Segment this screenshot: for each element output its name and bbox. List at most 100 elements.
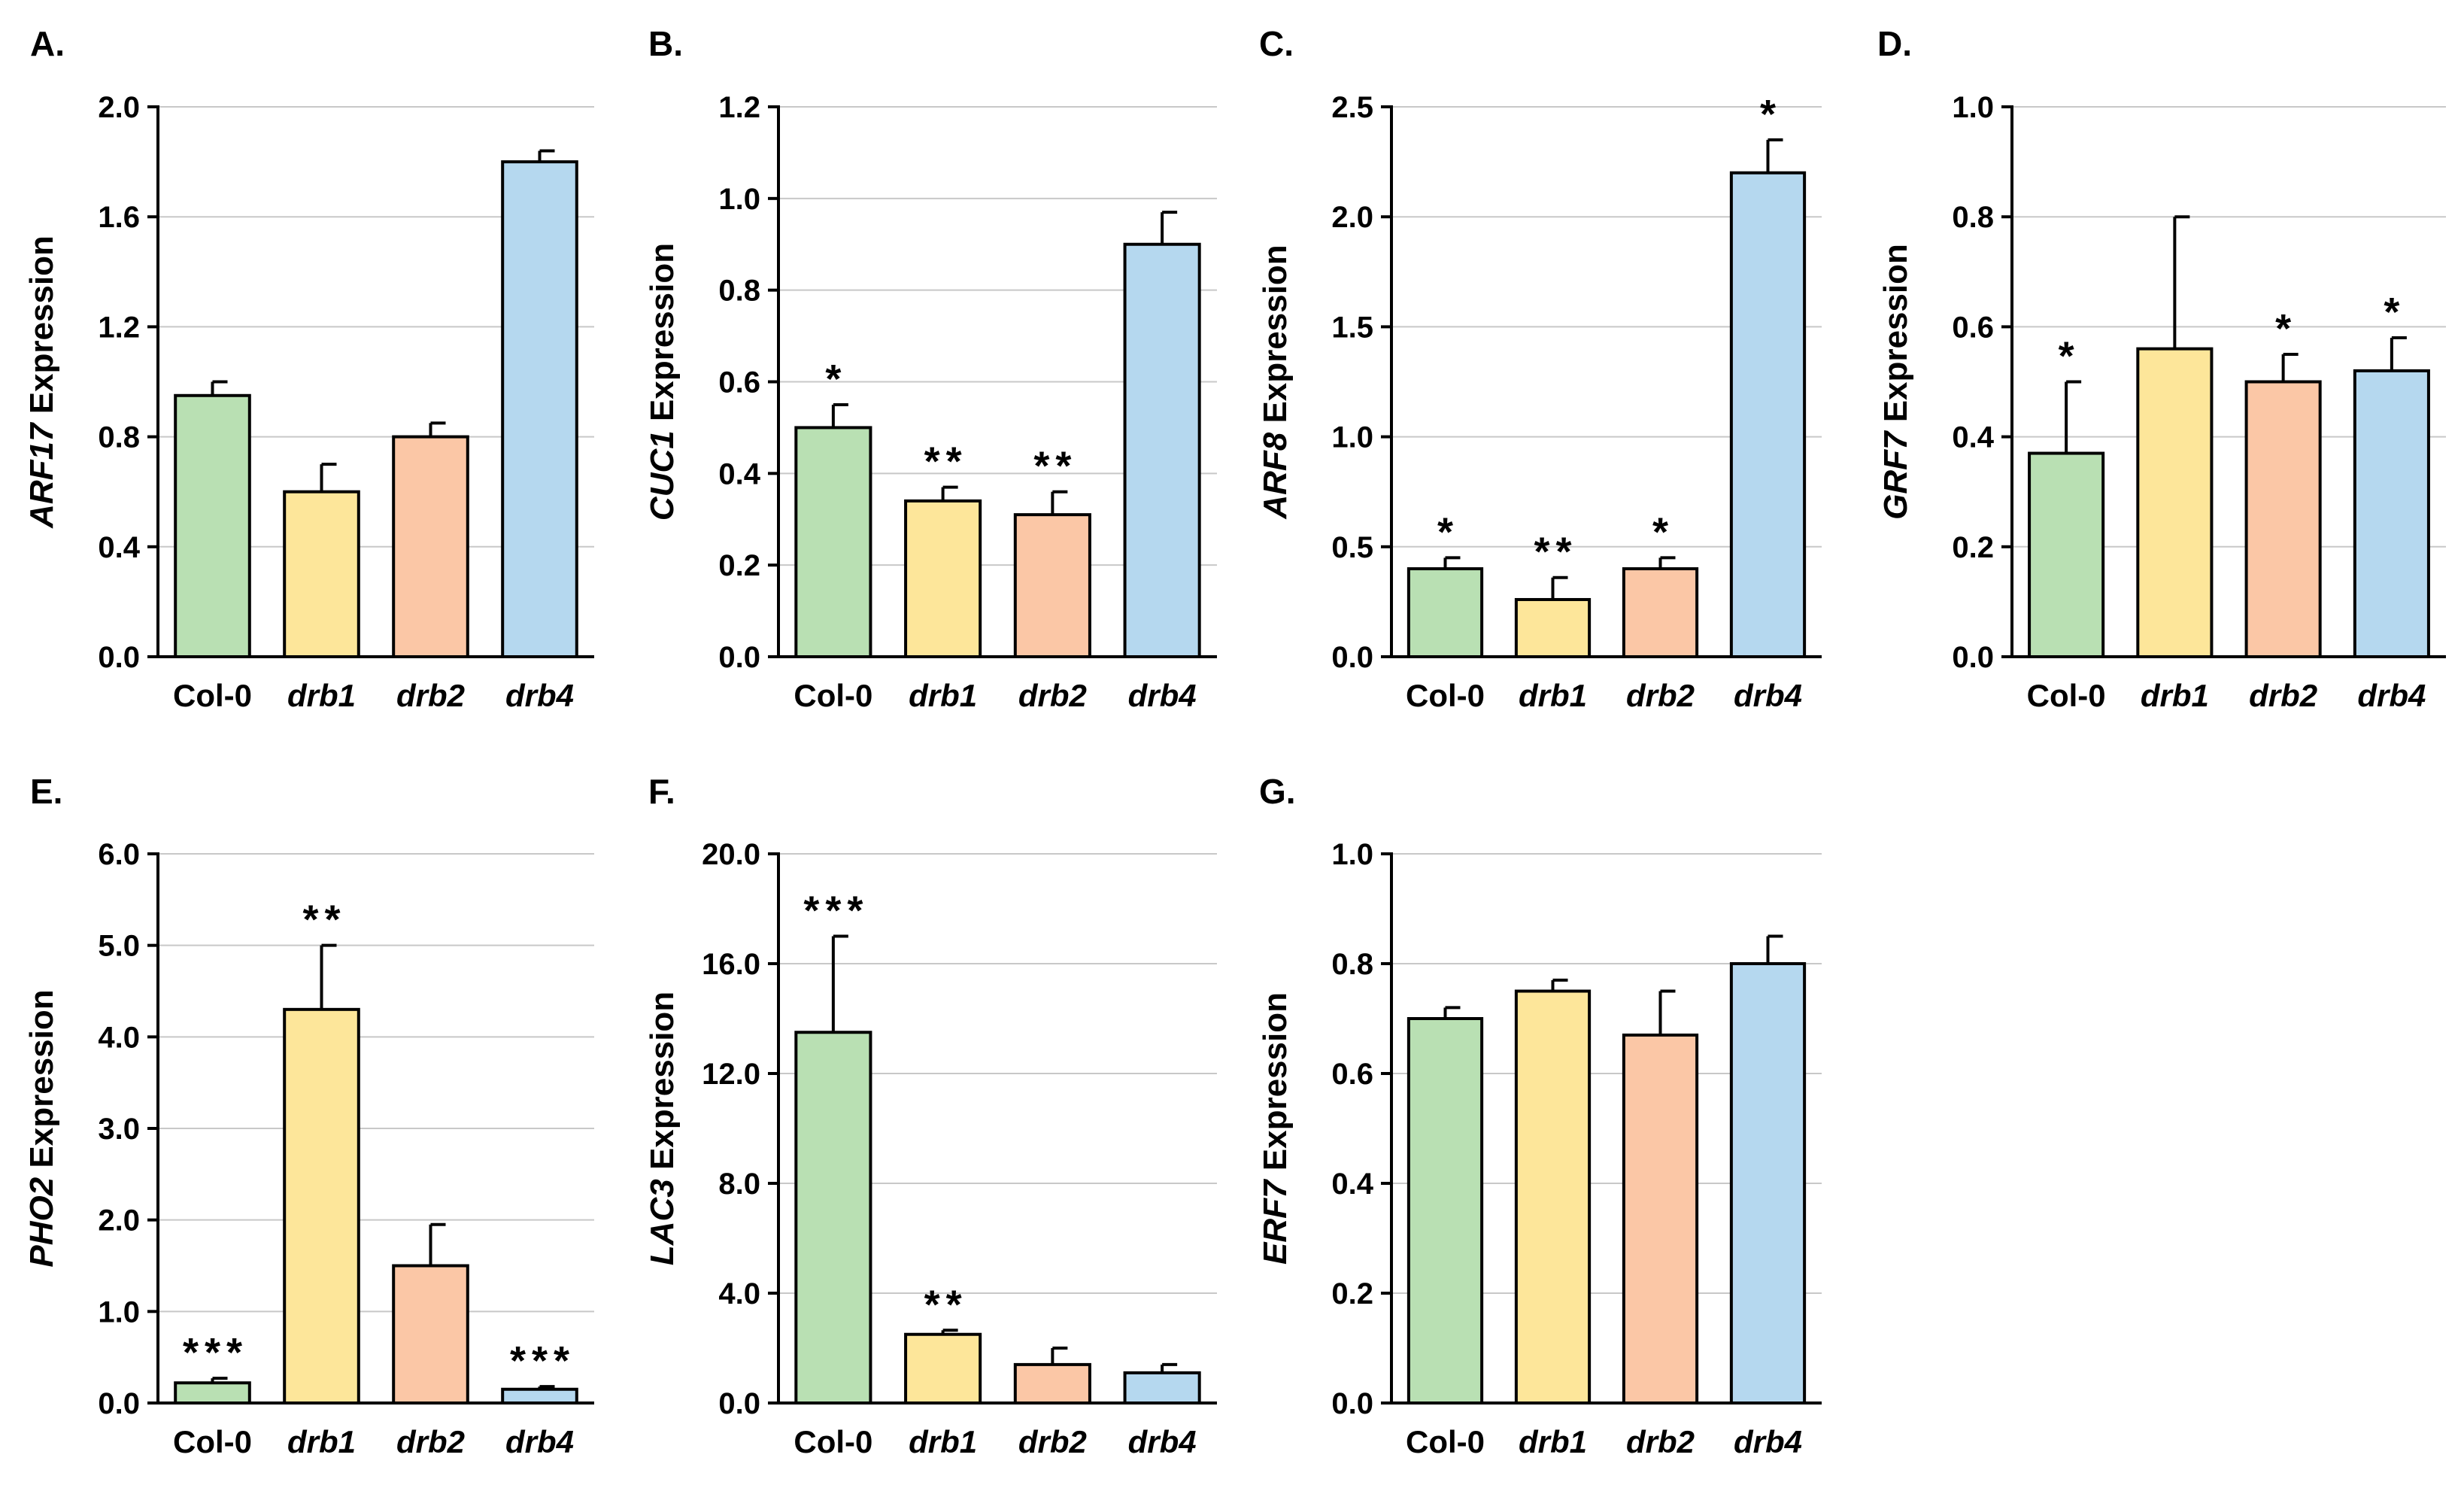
y-tick-label: 0.2 [1331,1277,1373,1310]
x-category-label: drb2 [1018,1424,1087,1459]
y-tick-label: 12.0 [702,1058,760,1091]
y-tick-label: 2.0 [98,91,140,124]
y-tick-label: 0.0 [718,1387,760,1420]
bar-col-0 [174,1381,251,1405]
bar-drb2 [2244,380,2322,658]
significance-marker: *** [803,888,869,934]
y-axis-gene: CUC1 [644,430,681,521]
x-category-label: drb4 [1734,678,1802,713]
significance-marker: * [1760,92,1782,137]
x-category-label: Col-0 [1406,1424,1485,1459]
significance-marker: *** [183,1330,248,1375]
significance-marker: * [2059,334,2080,379]
x-category-label: Col-0 [794,678,872,713]
y-tick-label: 20.0 [702,838,760,871]
y-tick-label: 0.4 [98,531,140,564]
x-category-label: drb1 [909,678,977,713]
y-axis-suffix: Expression [1257,992,1294,1180]
bar-col-0 [794,1031,872,1405]
significance-marker: * [825,357,847,402]
bar-drb1 [904,1332,982,1405]
y-tick-label: 6.0 [98,838,140,871]
y-axis-gene: ARF8 [1257,432,1294,519]
x-category-label: drb2 [1626,1424,1695,1459]
x-category-label: Col-0 [173,1424,252,1459]
bar-drb1 [283,1007,360,1405]
y-axis-label: ERF7 Expression [1257,992,1294,1265]
y-tick-label: 0.0 [98,641,140,674]
bar-drb4 [1729,962,1807,1405]
bar-drb4 [2353,369,2430,658]
y-tick-label: 1.5 [1331,311,1373,344]
y-tick-label: 0.8 [1952,201,1994,234]
y-tick-label: 0.6 [1952,311,1994,344]
significance-marker: ** [1534,530,1577,575]
bar-drb4 [1123,1371,1201,1405]
x-category-label: Col-0 [1406,678,1485,713]
chart-panel-e: E. 0.0 1.0 2.0 3.0 4.0 5.0 6.0 PHO2 Expression Co… [23,772,594,1459]
y-tick-label: 0.0 [718,641,760,674]
significance-marker: * [2384,290,2405,335]
bar-drb1 [283,490,360,659]
panel-letter: A. [30,24,65,63]
y-tick-label: 2.0 [98,1204,140,1238]
bar-drb4 [501,1387,578,1405]
y-tick-label: 1.6 [98,201,140,234]
x-category-label: drb4 [505,678,574,713]
y-axis-gene: GRF7 [1877,430,1914,520]
y-tick-label: 1.0 [1952,91,1994,124]
y-tick-label: 5.0 [98,930,140,963]
bar-col-0 [2028,451,2105,659]
bar-drb1 [904,499,982,659]
x-category-label: drb1 [1519,1424,1587,1459]
y-tick-label: 3.0 [98,1113,140,1146]
bar-drb2 [1622,567,1699,658]
x-category-label: drb2 [1018,678,1087,713]
y-axis-gene: ERF7 [1257,1178,1294,1265]
x-category-label: Col-0 [794,1424,872,1459]
y-tick-label: 0.0 [1952,641,1994,674]
y-tick-label: 0.5 [1331,531,1373,564]
chart-panel-f: F. 0.0 4.0 8.0 12.0 16.0 20.0 LAC3 Expression Co… [644,772,1217,1459]
y-tick-label: 1.0 [718,183,760,216]
y-axis-label: ARF17 Expression [23,235,60,529]
bar-drb1 [1514,989,1592,1405]
panel-letter: C. [1259,24,1294,63]
y-tick-label: 16.0 [702,948,760,981]
chart-panel-c: C. 0.0 0.5 1.0 1.5 2.0 2.5 ARF8 Expression Col-0… [1257,24,1822,713]
bar-drb4 [1123,242,1201,658]
y-tick-label: 0.4 [1952,421,1994,454]
x-category-label: drb4 [505,1424,574,1459]
bar-col-0 [174,393,251,659]
y-tick-label: 1.0 [1331,421,1373,454]
y-tick-label: 4.0 [718,1277,760,1310]
x-category-label: Col-0 [173,678,252,713]
x-category-label: drb2 [396,1424,465,1459]
significance-marker: ** [302,897,346,943]
x-category-label: drb2 [396,678,465,713]
y-tick-label: 2.5 [1331,91,1373,124]
y-axis-gene: ARF17 [23,421,60,529]
y-axis-suffix: Expression [23,989,60,1177]
x-category-label: drb1 [287,1424,356,1459]
y-axis-label: GRF7 Expression [1877,244,1914,520]
y-tick-label: 1.0 [98,1295,140,1329]
chart-panel-a: A. 0.0 0.4 0.8 1.2 1.6 2.0 ARF17 Expression Col-… [23,24,594,713]
bar-drb1 [2136,347,2214,658]
significance-marker: * [1652,509,1674,554]
y-axis-gene: LAC3 [644,1179,681,1265]
x-category-label: drb4 [2357,678,2426,713]
y-tick-label: 0.2 [1952,531,1994,564]
bar-drb2 [1013,1362,1091,1405]
panel-letter: D. [1877,24,1912,63]
bar-col-0 [1406,1017,1484,1405]
bar-drb2 [1013,513,1091,658]
y-tick-label: 0.8 [718,275,760,308]
y-tick-label: 0.4 [718,457,760,490]
panel-letter: F. [648,772,675,811]
panel-letter: G. [1259,772,1296,811]
y-tick-label: 0.8 [98,421,140,454]
panel-letter: B. [648,24,683,63]
y-tick-label: 0.6 [1331,1058,1373,1091]
